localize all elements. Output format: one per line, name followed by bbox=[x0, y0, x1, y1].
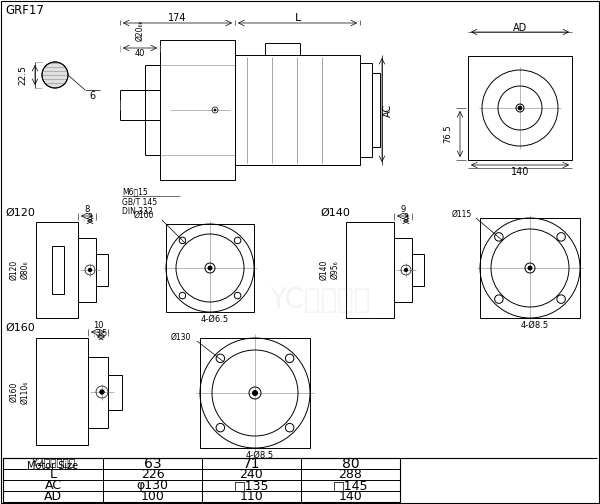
Bar bbox=[346, 222, 394, 318]
Circle shape bbox=[100, 390, 104, 394]
Text: 63: 63 bbox=[143, 457, 161, 471]
Text: YC可以码特: YC可以码特 bbox=[269, 286, 371, 314]
Text: DIN 332: DIN 332 bbox=[122, 208, 153, 217]
Text: Ø115: Ø115 bbox=[452, 210, 472, 219]
Text: 80: 80 bbox=[341, 457, 359, 471]
Circle shape bbox=[214, 109, 216, 111]
Text: 71: 71 bbox=[242, 457, 260, 471]
Bar bbox=[3, 458, 400, 502]
Text: 4-Ø8.5: 4-Ø8.5 bbox=[246, 451, 274, 460]
Text: Ø160: Ø160 bbox=[10, 382, 19, 402]
Text: 22.5: 22.5 bbox=[19, 65, 28, 85]
Text: 9: 9 bbox=[400, 205, 406, 214]
Text: Ø120: Ø120 bbox=[10, 260, 19, 280]
Text: 110: 110 bbox=[239, 490, 263, 503]
Text: L: L bbox=[49, 468, 56, 481]
Text: 226: 226 bbox=[140, 468, 164, 481]
Bar bbox=[412, 254, 424, 286]
Circle shape bbox=[528, 266, 532, 270]
Bar bbox=[96, 254, 108, 286]
Text: Ø140: Ø140 bbox=[320, 260, 329, 280]
Text: Ø95₆: Ø95₆ bbox=[331, 261, 340, 279]
Bar bbox=[200, 338, 310, 448]
Text: 6: 6 bbox=[89, 91, 95, 101]
Text: Ø160: Ø160 bbox=[5, 323, 35, 333]
Text: Ø100: Ø100 bbox=[134, 211, 154, 220]
Text: Ø80₆: Ø80₆ bbox=[20, 261, 29, 279]
Text: GRF17: GRF17 bbox=[5, 4, 44, 17]
Text: 3.5: 3.5 bbox=[95, 329, 107, 338]
Bar bbox=[88, 357, 108, 428]
Bar bbox=[36, 338, 88, 445]
Text: Ø110₆: Ø110₆ bbox=[20, 381, 29, 404]
Text: 288: 288 bbox=[338, 468, 362, 481]
Text: □145: □145 bbox=[333, 479, 368, 492]
Text: Ø140: Ø140 bbox=[320, 208, 350, 218]
Bar bbox=[372, 73, 380, 147]
Text: Ø20₆ₖ: Ø20₆ₖ bbox=[136, 19, 145, 41]
Bar bbox=[468, 56, 572, 160]
Text: 4-Ø8.5: 4-Ø8.5 bbox=[521, 321, 549, 330]
Text: 140: 140 bbox=[338, 490, 362, 503]
Bar bbox=[166, 224, 254, 312]
Text: 40: 40 bbox=[135, 49, 145, 58]
Text: Motor Size: Motor Size bbox=[28, 461, 79, 471]
Circle shape bbox=[518, 106, 522, 110]
Bar bbox=[235, 55, 360, 165]
Bar bbox=[108, 375, 122, 410]
Bar bbox=[265, 43, 300, 55]
Bar bbox=[78, 238, 96, 302]
Text: 76.5: 76.5 bbox=[443, 124, 452, 143]
Text: 174: 174 bbox=[168, 13, 187, 23]
Bar bbox=[394, 238, 412, 302]
Text: Ø120: Ø120 bbox=[5, 208, 35, 218]
Text: 140: 140 bbox=[511, 167, 529, 177]
Text: 8: 8 bbox=[85, 205, 89, 214]
Text: AC: AC bbox=[44, 479, 62, 492]
Bar bbox=[480, 218, 580, 318]
Text: AD: AD bbox=[513, 23, 527, 33]
Text: 3: 3 bbox=[88, 213, 92, 221]
Text: M6淲15: M6淲15 bbox=[122, 187, 148, 197]
Circle shape bbox=[42, 62, 68, 88]
Circle shape bbox=[253, 391, 257, 396]
Circle shape bbox=[89, 269, 91, 272]
Text: AC: AC bbox=[383, 103, 393, 116]
Text: 10: 10 bbox=[93, 321, 103, 330]
Bar bbox=[360, 63, 372, 157]
Text: AD: AD bbox=[44, 490, 62, 503]
Text: 4-Ø6.5: 4-Ø6.5 bbox=[201, 314, 229, 324]
Text: 3: 3 bbox=[404, 213, 409, 221]
Text: L: L bbox=[295, 13, 301, 23]
Text: Ø130: Ø130 bbox=[171, 333, 191, 342]
Circle shape bbox=[208, 266, 212, 270]
Bar bbox=[160, 40, 235, 180]
Bar bbox=[36, 222, 78, 318]
Text: 240: 240 bbox=[239, 468, 263, 481]
Bar bbox=[52, 246, 64, 294]
Text: GB/T 145: GB/T 145 bbox=[122, 198, 157, 207]
Circle shape bbox=[404, 269, 407, 272]
Text: □135: □135 bbox=[234, 479, 269, 492]
Text: 100: 100 bbox=[140, 490, 164, 503]
Text: Y2电机机座号: Y2电机机座号 bbox=[31, 457, 75, 467]
Text: φ130: φ130 bbox=[137, 479, 169, 492]
